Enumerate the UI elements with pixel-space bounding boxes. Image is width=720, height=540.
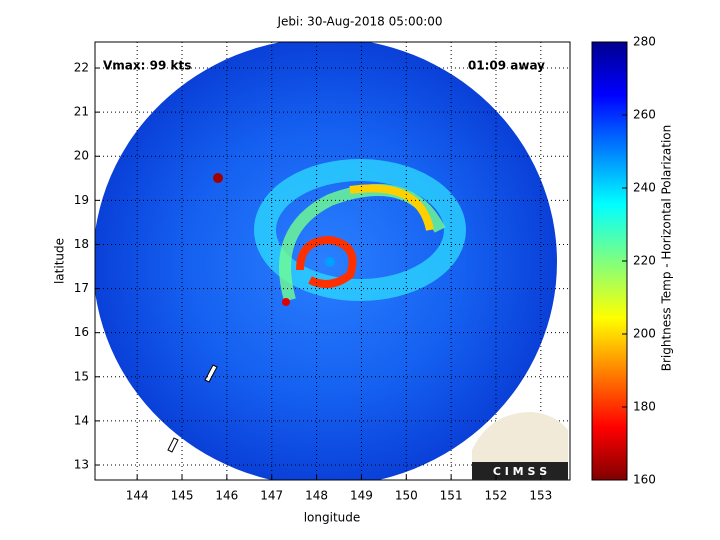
chart-title: Jebi: 30-Aug-2018 05:00:00 [276,15,442,29]
x-tick-label: 148 [305,489,328,503]
y-tick-label: 17 [74,281,89,295]
x-tick-label: 147 [260,489,283,503]
x-tick-label: 144 [126,489,149,503]
y-tick-label: 18 [74,237,89,251]
x-axis-label: longitude [304,511,361,525]
x-tick-label: 146 [215,489,238,503]
annotation: Vmax: 99 kts [103,59,191,73]
colorbar [591,41,628,481]
x-tick-label: 151 [440,489,463,503]
colorbar-tick-label: 180 [633,400,656,414]
logo: C I M S S [472,412,568,480]
colorbar-tick-label: 240 [633,181,656,195]
colorbar-tick-label: 200 [633,327,656,341]
y-tick-label: 20 [74,149,89,163]
annotation: 01:09 away [468,59,545,73]
logo-text: C I M S S [493,465,547,478]
y-tick-label: 13 [74,458,89,472]
y-tick-label: 15 [74,369,89,383]
x-tick-label: 150 [395,489,418,503]
y-tick-label: 14 [74,413,89,427]
y-tick-label: 21 [74,105,89,119]
x-tick-label: 145 [171,489,194,503]
y-tick-label: 22 [74,61,89,75]
satellite-image [95,42,557,480]
colorbar-tick-label: 160 [633,473,656,487]
y-tick-label: 19 [74,193,89,207]
colorbar-tick-label: 260 [633,108,656,122]
x-tick-label: 149 [350,489,373,503]
y-tick-label: 16 [74,325,89,339]
plot-frame [94,41,571,481]
colorbar-label: Brightness Temp - Horizontal Polarizatio… [660,125,674,372]
x-tick-label: 153 [529,489,552,503]
colorbar-tick-label: 280 [633,35,656,49]
y-axis-label: latitude [53,238,67,284]
x-tick-label: 152 [485,489,508,503]
colorbar-tick-label: 220 [633,254,656,268]
